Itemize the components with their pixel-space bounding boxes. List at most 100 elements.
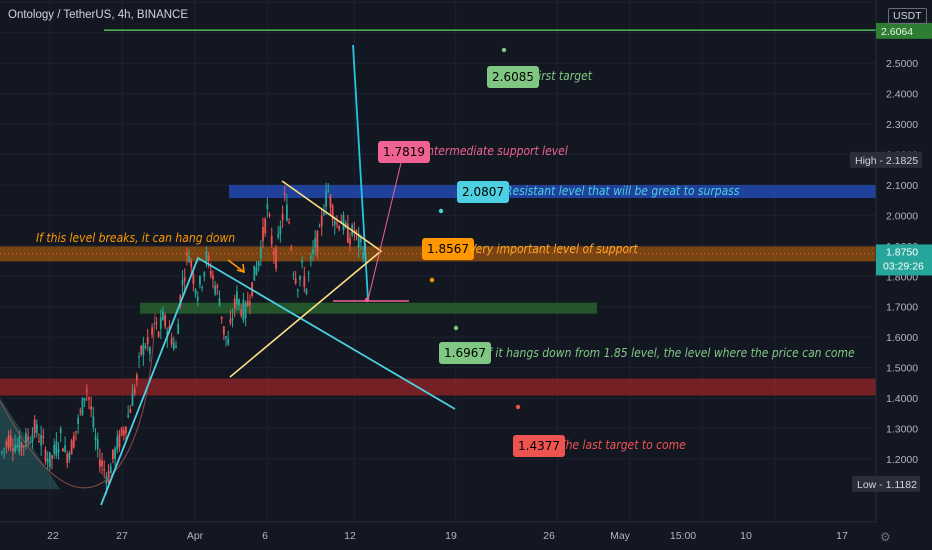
candle-body <box>22 445 25 447</box>
candle-body <box>257 261 260 267</box>
currency-badge[interactable]: USDT <box>888 8 927 24</box>
price-tick-label: 1.7000 <box>886 302 918 314</box>
candle-body <box>225 336 227 339</box>
candle-body <box>316 231 319 252</box>
candle-body <box>333 220 336 226</box>
candle-body <box>212 275 214 280</box>
candle-body <box>33 419 36 434</box>
time-tick-label: 17 <box>836 530 848 542</box>
candle-body <box>329 195 332 208</box>
candle-body <box>240 309 243 316</box>
candle-body <box>1 451 3 453</box>
price-tick-label: 1.4000 <box>886 393 918 405</box>
candle-body <box>201 286 203 289</box>
intermediate-dot <box>364 297 370 303</box>
candle-body <box>249 302 251 305</box>
settings-gear-icon: ⚙ <box>880 530 891 544</box>
candle-body <box>336 223 338 225</box>
candle-body <box>159 317 162 330</box>
low-tag-bg <box>852 475 920 492</box>
candle-body <box>168 325 171 331</box>
candle-body <box>268 214 271 217</box>
candle-body <box>290 247 293 250</box>
candle-body <box>338 225 341 230</box>
hang-zone <box>140 302 597 314</box>
intermediate-text: Intermediate support level <box>424 144 568 158</box>
candle-body <box>81 397 84 416</box>
resistance-zone <box>229 185 876 199</box>
candle-body <box>190 261 193 267</box>
time-axis-bg <box>0 522 932 550</box>
candle-body <box>344 222 347 228</box>
candle-body <box>48 452 51 467</box>
level-tag-bg <box>876 22 932 39</box>
breakout-line <box>352 44 369 301</box>
candle-body <box>75 431 77 433</box>
candle-body <box>236 291 238 305</box>
first-target-value: 2.6085 <box>487 66 539 88</box>
candle-body <box>3 448 6 450</box>
candle-body <box>294 278 297 284</box>
candle-body <box>362 252 364 259</box>
candle-body <box>264 218 267 234</box>
last-target-zone <box>0 378 876 396</box>
candle-body <box>244 303 247 319</box>
time-tick-label: Apr <box>187 530 204 542</box>
candle-body <box>246 300 249 306</box>
candle-body <box>207 255 210 261</box>
candle-body <box>359 236 362 243</box>
low-tag: Low - 1.1182 <box>857 479 917 491</box>
candle-body <box>275 248 277 269</box>
candle-body <box>107 471 110 482</box>
candle-body <box>270 236 273 245</box>
hangs-value: 1.6967 <box>439 342 491 364</box>
candle-body <box>133 388 136 394</box>
candle-body <box>149 347 151 355</box>
candle-body <box>162 311 164 320</box>
price-tick-label: 1.3000 <box>886 423 918 435</box>
time-tick-label: 12 <box>344 530 356 542</box>
candle-body <box>327 190 330 192</box>
breakout-arrow <box>227 259 245 274</box>
candle-body <box>238 299 240 306</box>
candle-body <box>199 275 201 285</box>
candle-body <box>27 436 29 441</box>
high-tag: High - 2.1825 <box>855 155 918 167</box>
candle-body <box>323 212 325 215</box>
candle-body <box>68 453 71 460</box>
price-tick-label: 1.5000 <box>886 363 918 375</box>
candle-body <box>118 433 121 448</box>
candle-body <box>318 226 321 228</box>
candle-body <box>214 285 217 294</box>
candle-body <box>72 436 75 448</box>
last-price-bg <box>876 244 932 276</box>
candle-body <box>138 356 140 358</box>
candle-body <box>301 260 304 263</box>
candle-body <box>203 272 206 277</box>
candle-body <box>157 331 160 337</box>
anchor-dot <box>429 277 435 283</box>
candle-body <box>96 439 99 449</box>
price-tick-label: 2.3000 <box>886 119 918 131</box>
candle-body <box>218 298 221 307</box>
candle-body <box>314 237 317 249</box>
candle-body <box>281 214 284 220</box>
candle-body <box>172 342 175 349</box>
candle-body <box>266 203 269 210</box>
candle-body <box>320 215 323 227</box>
time-tick-label: 27 <box>116 530 128 542</box>
candle-body <box>88 397 90 400</box>
candle-body <box>79 410 82 413</box>
candle-body <box>129 409 132 414</box>
candle-body <box>231 318 234 321</box>
candle-body <box>155 322 158 325</box>
candle-body <box>140 345 143 355</box>
candle-body <box>5 441 8 446</box>
intermediate-value: 1.7819 <box>378 141 430 163</box>
time-tick-label: May <box>610 530 631 542</box>
level-tag: 2.6064 <box>881 26 913 38</box>
candle-body <box>18 435 21 453</box>
candle-body <box>77 417 80 424</box>
symbol-title[interactable]: Ontology / TetherUS, 4h, BINANCE <box>8 9 189 21</box>
